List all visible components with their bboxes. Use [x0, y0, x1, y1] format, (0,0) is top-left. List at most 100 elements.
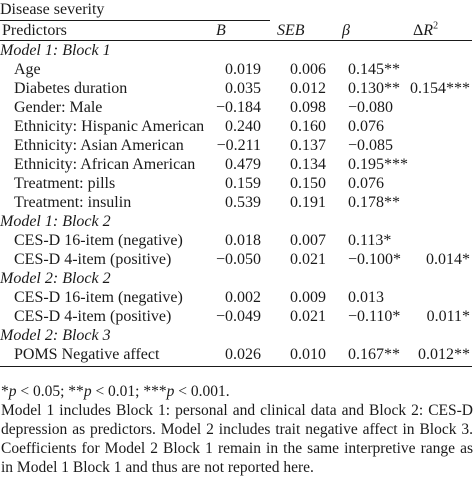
delta-r2-value — [403, 136, 472, 155]
b-value: 0.026 — [200, 345, 265, 367]
seb-value: 0.006 — [290, 61, 326, 78]
seb-value: 0.010 — [265, 345, 330, 367]
table-notes: *p < 0.05; **p < 0.01; ***p < 0.001. Mod… — [1, 382, 473, 477]
beta-value: 0.113* — [348, 232, 392, 249]
b-value: 0.479 — [225, 156, 261, 173]
predictor-name: Treatment: insulin — [14, 194, 132, 211]
b-value: 0.035 — [225, 80, 261, 97]
delta-r2-value: 0.012** — [403, 345, 472, 367]
col-header-beta: β — [330, 21, 403, 41]
b-value: 0.002 — [225, 289, 261, 306]
explanation-note: Model 1 includes Block 1: personal and c… — [1, 402, 473, 476]
b-value: 0.159 — [225, 175, 261, 192]
delta-r2-value — [403, 60, 472, 79]
beta-value: −0.100* — [348, 251, 402, 268]
significance-note: *p < 0.05; **p < 0.01; ***p < 0.001. — [1, 382, 473, 401]
beta-value: 0.130** — [348, 80, 400, 97]
section-title: Model 1: Block 1 — [0, 42, 111, 59]
b-value: −0.211 — [216, 137, 261, 154]
predictor-name: CES-D 4-item (positive) — [14, 308, 172, 325]
seb-value: 0.150 — [290, 175, 326, 192]
delta-r2-value — [403, 155, 472, 174]
beta-value: 0.178** — [348, 194, 400, 211]
col-header-seb: SEB — [265, 21, 330, 41]
seb-value: 0.191 — [290, 194, 326, 211]
delta-r2-value — [403, 117, 472, 136]
section-title: Model 1: Block 2 — [0, 213, 111, 230]
delta-r2-value: 0.011* — [426, 308, 470, 325]
section-title: Model 2: Block 3 — [0, 327, 111, 344]
b-value: −0.184 — [215, 99, 261, 116]
regression-table: Disease severity Predictors B SEB β ΔR2 … — [0, 0, 472, 367]
section-header-row: Model 2: Block 2 — [0, 269, 472, 288]
section-header-row: Model 1: Block 1 — [0, 41, 472, 61]
table-row: Treatment: insulin 0.539 0.191 0.178** — [0, 193, 472, 212]
delta-r2-value — [403, 288, 472, 307]
b-value: −0.050 — [215, 251, 261, 268]
seb-value: 0.137 — [290, 137, 326, 154]
table-row: CES-D 16-item (negative) 0.002 0.009 0.013 — [0, 288, 472, 307]
table-row: CES-D 4-item (positive) −0.049 0.021 −0.110… — [0, 307, 472, 326]
b-value: 0.018 — [225, 232, 261, 249]
table-row: Diabetes duration 0.035 0.012 0.130** 0.154*… — [0, 79, 472, 98]
b-value: 0.019 — [225, 61, 261, 78]
predictor-name: Ethnicity: Hispanic American — [14, 118, 205, 135]
predictor-name: CES-D 4-item (positive) — [14, 251, 172, 268]
b-value: 0.539 — [225, 194, 261, 211]
section-header-row: Model 1: Block 2 — [0, 212, 472, 231]
predictor-name: Diabetes duration — [14, 80, 128, 97]
table-body: Model 1: Block 1 Age 0.019 0.006 0.145** Diab… — [0, 41, 472, 367]
predictor-name: Age — [14, 61, 41, 78]
predictor-name: Treatment: pills — [14, 175, 116, 192]
col-header-predictors: Predictors — [0, 21, 200, 41]
beta-value: 0.145** — [348, 61, 400, 78]
delta-r2-value — [403, 231, 472, 250]
seb-value: 0.160 — [290, 118, 326, 135]
predictor-name: CES-D 16-item (negative) — [14, 232, 183, 249]
seb-value: 0.007 — [290, 232, 326, 249]
beta-value: 0.167** — [330, 345, 403, 367]
predictor-name: POMS Negative affect — [0, 345, 200, 367]
seb-value: 0.098 — [290, 99, 326, 116]
predictor-name: Gender: Male — [14, 99, 103, 116]
beta-value: 0.195*** — [348, 156, 408, 173]
seb-value: 0.012 — [290, 80, 326, 97]
delta-r2-value — [403, 98, 472, 117]
section-header-row: Model 2: Block 3 — [0, 326, 472, 345]
table-row: POMS Negative affect 0.026 0.010 0.167** 0.0… — [0, 345, 472, 367]
b-value: 0.240 — [225, 118, 261, 135]
table-row: CES-D 16-item (negative) 0.018 0.007 0.113* — [0, 231, 472, 250]
section-title: Model 2: Block 2 — [0, 270, 111, 287]
delta-r2-value: 0.014* — [426, 251, 470, 268]
table-row: Age 0.019 0.006 0.145** — [0, 60, 472, 79]
column-header-row: Predictors B SEB β ΔR2 — [0, 21, 472, 41]
predictor-name: Ethnicity: African American — [14, 156, 196, 173]
predictor-name: Ethnicity: Asian American — [14, 137, 184, 154]
group-header: Disease severity — [0, 0, 472, 21]
delta-r2-value: 0.154*** — [410, 80, 470, 97]
delta-r2-value — [403, 193, 472, 212]
beta-value: −0.080 — [348, 99, 394, 116]
beta-value: 0.013 — [348, 289, 384, 306]
beta-value: 0.076 — [348, 175, 384, 192]
table-row: Treatment: pills 0.159 0.150 0.076 — [0, 174, 472, 193]
significance-text: *p < 0.05; **p < 0.01; ***p < 0.001. — [1, 383, 230, 400]
seb-value: 0.021 — [290, 251, 326, 268]
table-row: CES-D 4-item (positive) −0.050 0.021 −0.100… — [0, 250, 472, 269]
seb-value: 0.021 — [290, 308, 326, 325]
table-row: Ethnicity: Hispanic American 0.240 0.160 0.… — [0, 117, 472, 136]
delta-r2-value — [403, 174, 472, 193]
table-row: Ethnicity: African American 0.479 0.134 0.1… — [0, 155, 472, 174]
beta-value: −0.110* — [348, 308, 401, 325]
table-row: Gender: Male −0.184 0.098 −0.080 — [0, 98, 472, 117]
table-row: Ethnicity: Asian American −0.211 0.137 −0.0… — [0, 136, 472, 155]
seb-value: 0.134 — [290, 156, 326, 173]
col-header-delta-r2: ΔR2 — [403, 21, 472, 41]
col-header-b: B — [200, 21, 265, 41]
beta-value: −0.085 — [348, 137, 394, 154]
beta-value: 0.076 — [348, 118, 384, 135]
seb-value: 0.009 — [290, 289, 326, 306]
b-value: −0.049 — [215, 308, 261, 325]
predictor-name: CES-D 16-item (negative) — [14, 289, 183, 306]
